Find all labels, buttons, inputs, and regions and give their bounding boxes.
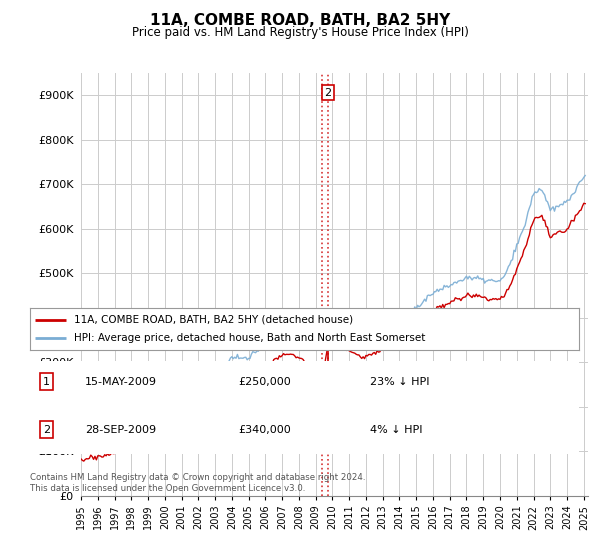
Text: £340,000: £340,000: [239, 424, 292, 435]
Text: 11A, COMBE ROAD, BATH, BA2 5HY (detached house): 11A, COMBE ROAD, BATH, BA2 5HY (detached…: [74, 315, 353, 325]
Text: 2: 2: [43, 424, 50, 435]
Text: 23% ↓ HPI: 23% ↓ HPI: [370, 376, 430, 386]
Text: 4% ↓ HPI: 4% ↓ HPI: [370, 424, 423, 435]
Text: 1: 1: [43, 376, 50, 386]
Text: 11A, COMBE ROAD, BATH, BA2 5HY: 11A, COMBE ROAD, BATH, BA2 5HY: [150, 13, 450, 28]
Text: 15-MAY-2009: 15-MAY-2009: [85, 376, 157, 386]
Text: Contains HM Land Registry data © Crown copyright and database right 2024.
This d: Contains HM Land Registry data © Crown c…: [30, 473, 365, 493]
Text: £250,000: £250,000: [239, 376, 292, 386]
Text: Price paid vs. HM Land Registry's House Price Index (HPI): Price paid vs. HM Land Registry's House …: [131, 26, 469, 39]
Text: 2: 2: [325, 87, 332, 97]
Text: 28-SEP-2009: 28-SEP-2009: [85, 424, 156, 435]
Text: HPI: Average price, detached house, Bath and North East Somerset: HPI: Average price, detached house, Bath…: [74, 333, 425, 343]
